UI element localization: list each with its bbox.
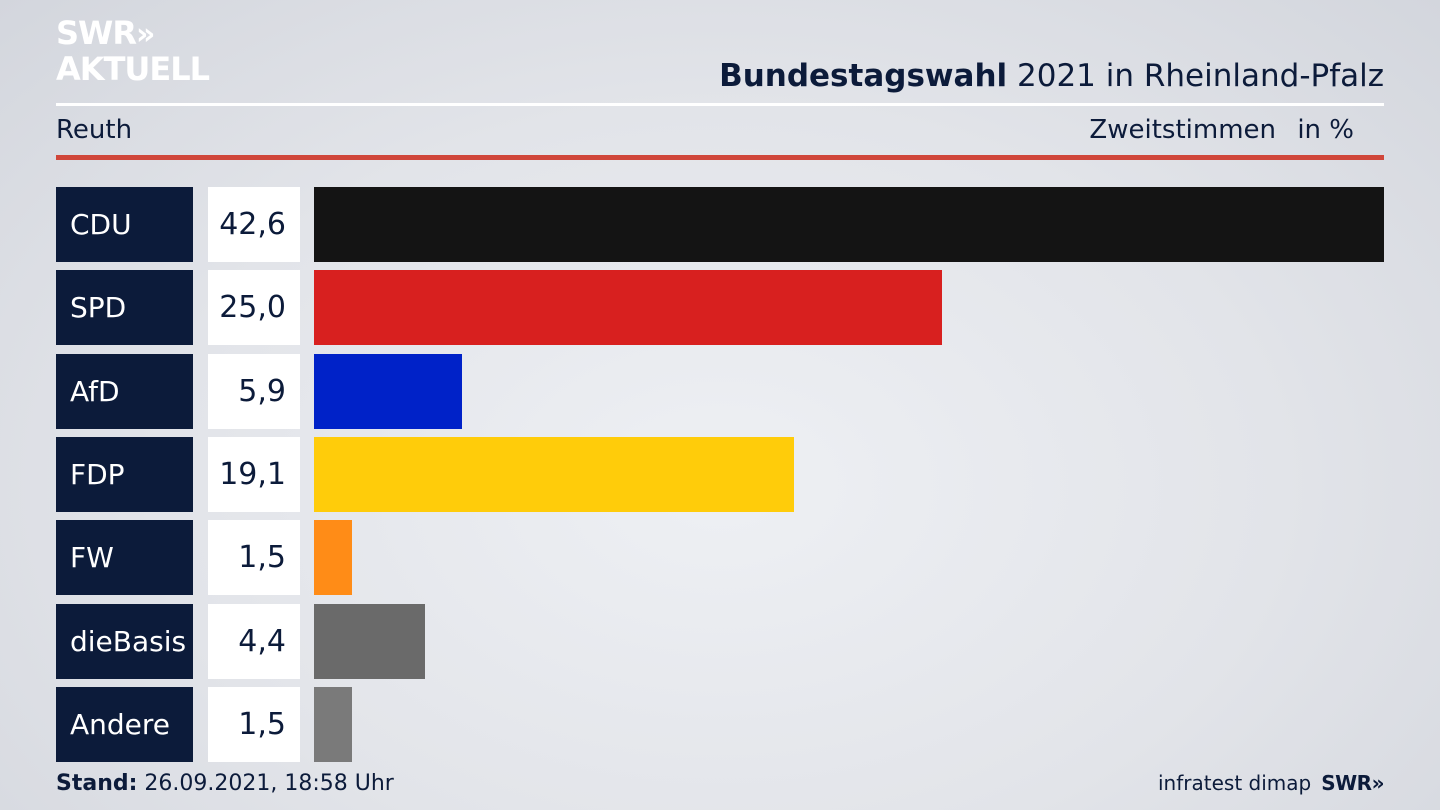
- bar-row: FW 1,5: [56, 520, 1384, 595]
- value-label: 5,9: [208, 354, 300, 429]
- bar-row: SPD 25,0: [56, 270, 1384, 345]
- accent-divider: [56, 155, 1384, 160]
- bar: [314, 354, 462, 429]
- bar: [314, 687, 352, 762]
- bar-row: dieBasis 4,4: [56, 604, 1384, 679]
- party-label: FW: [56, 520, 193, 595]
- value-label: 1,5: [208, 687, 300, 762]
- chart-title-bold: Bundestagswahl: [719, 58, 1008, 94]
- logo-chevron-icon: »: [135, 17, 156, 52]
- chart-title: Bundestagswahl 2021 in Rheinland-Pfalz: [719, 58, 1384, 94]
- timestamp: Stand: 26.09.2021, 18:58 Uhr: [56, 771, 394, 796]
- bar: [314, 604, 425, 679]
- header-divider: [56, 103, 1384, 106]
- bar: [314, 187, 1384, 262]
- value-label: 25,0: [208, 270, 300, 345]
- bar: [314, 437, 794, 512]
- region-label: Reuth: [56, 115, 133, 145]
- source-credit: infratest dimap SWR»: [1158, 771, 1384, 795]
- bar: [314, 520, 352, 595]
- value-label: 19,1: [208, 437, 300, 512]
- bar-row: CDU 42,6: [56, 187, 1384, 262]
- party-label: CDU: [56, 187, 193, 262]
- logo-swr-text: SWR: [56, 14, 137, 52]
- value-label: 42,6: [208, 187, 300, 262]
- party-label: SPD: [56, 270, 193, 345]
- party-label: dieBasis: [56, 604, 193, 679]
- party-label: AfD: [56, 354, 193, 429]
- swr-aktuell-logo: SWR» AKTUELL: [56, 14, 210, 88]
- bar: [314, 270, 942, 345]
- chart-title-rest: 2021 in Rheinland-Pfalz: [1007, 58, 1384, 94]
- party-label: Andere: [56, 687, 193, 762]
- bar-row: Andere 1,5: [56, 687, 1384, 762]
- bar-row: AfD 5,9: [56, 354, 1384, 429]
- bar-row: FDP 19,1: [56, 437, 1384, 512]
- timestamp-value: 26.09.2021, 18:58 Uhr: [137, 771, 394, 796]
- value-label: 1,5: [208, 520, 300, 595]
- timestamp-label: Stand:: [56, 771, 138, 796]
- swr-footer-logo: SWR»: [1321, 771, 1384, 795]
- logo-aktuell-text: AKTUELL: [56, 50, 210, 88]
- unit-label: in %: [1297, 115, 1354, 145]
- value-label: 4,4: [208, 604, 300, 679]
- source-name: infratest dimap: [1158, 771, 1312, 795]
- party-label: FDP: [56, 437, 193, 512]
- vote-type-label: Zweitstimmen: [1089, 115, 1276, 145]
